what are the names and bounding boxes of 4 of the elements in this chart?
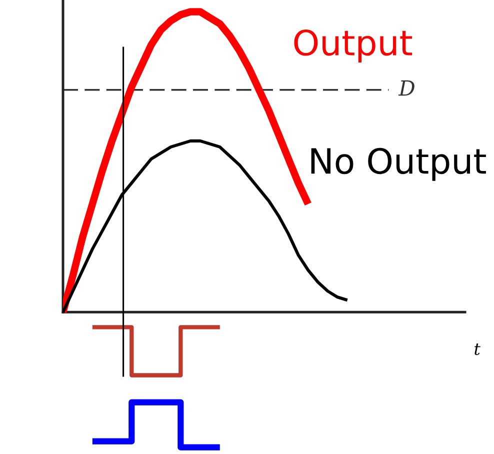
series-label: No Output [311, 148, 486, 181]
series-label: Output [294, 29, 412, 62]
x-axis-title: t [474, 344, 480, 356]
ref-line-label: D [398, 80, 414, 96]
